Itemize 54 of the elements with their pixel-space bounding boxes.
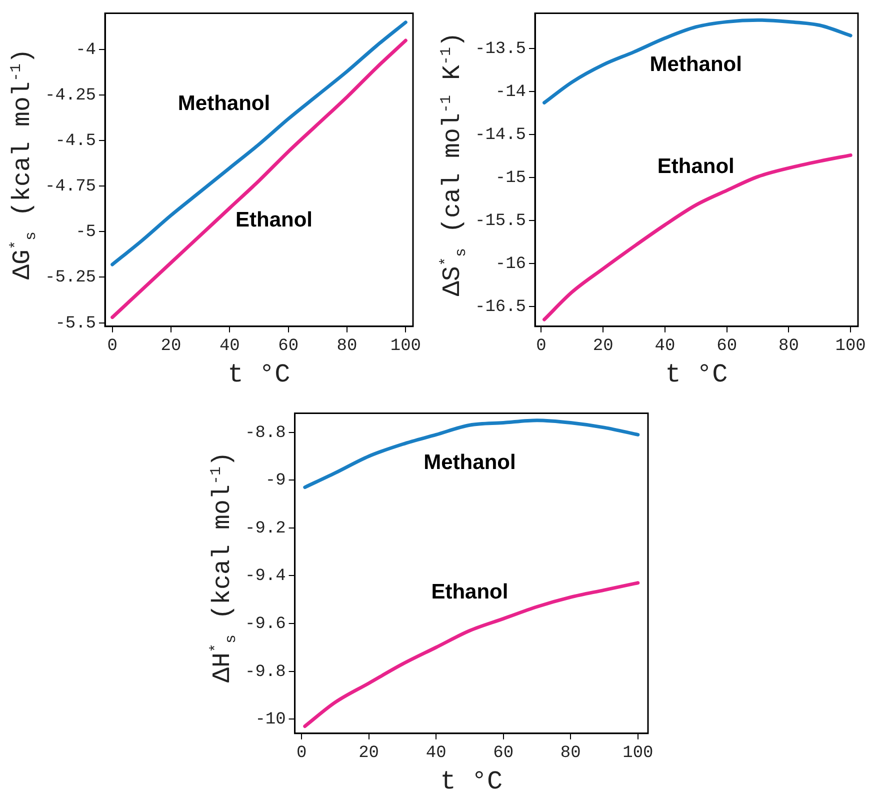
x-tick-label: 40 bbox=[219, 337, 240, 356]
x-tick-label: 60 bbox=[278, 337, 299, 356]
y-tick-label: -5 bbox=[76, 223, 96, 242]
y-tick-label: -14.5 bbox=[474, 126, 526, 146]
line-series bbox=[110, 20, 408, 266]
x-tick-label: 20 bbox=[592, 337, 614, 356]
y-tick-label: -16.5 bbox=[474, 298, 526, 318]
x-tick-label: 40 bbox=[654, 337, 676, 356]
series-label: Methanol bbox=[650, 52, 742, 76]
x-axis-title: t °C bbox=[665, 359, 728, 390]
y-tick-label: -16 bbox=[495, 255, 526, 274]
x-tick-label: 20 bbox=[358, 744, 380, 764]
x-tick-label: 0 bbox=[536, 337, 546, 356]
y-tick-label: -9 bbox=[265, 472, 286, 491]
series-label: Methanol bbox=[424, 450, 516, 474]
y-tick-label: -9.8 bbox=[244, 662, 286, 682]
x-tick-label: 100 bbox=[622, 744, 654, 764]
y-tick-label: -5.5 bbox=[55, 314, 96, 334]
line-series bbox=[303, 581, 640, 728]
y-tick-label: -4 bbox=[76, 41, 96, 60]
x-tick-label: 80 bbox=[778, 337, 799, 356]
y-tick-label: -4.75 bbox=[44, 178, 96, 197]
x-tick-label: 100 bbox=[390, 337, 421, 356]
x-tick-label: 20 bbox=[160, 337, 182, 356]
y-tick-label: -4.5 bbox=[55, 132, 96, 152]
line-series bbox=[542, 153, 852, 322]
y-tick-label: -9.4 bbox=[244, 567, 286, 586]
x-tick-label: 60 bbox=[716, 337, 738, 356]
x-tick-label: 100 bbox=[835, 337, 866, 356]
y-tick-label: -8.8 bbox=[244, 424, 286, 443]
x-axis-title: t °C bbox=[228, 359, 290, 390]
x-tick-label: 60 bbox=[493, 744, 514, 764]
y-tick-label: -13.5 bbox=[474, 40, 526, 59]
y-tick-label: -10 bbox=[255, 710, 286, 730]
y-tick-label: -15.5 bbox=[474, 212, 526, 232]
y-tick-label: -9.6 bbox=[244, 614, 286, 634]
line-series bbox=[303, 418, 640, 490]
x-axis-title: t °C bbox=[440, 766, 503, 796]
x-tick-label: 40 bbox=[426, 744, 446, 764]
series-label: Ethanol bbox=[236, 208, 313, 232]
y-tick-label: -5.25 bbox=[44, 268, 96, 288]
x-tick-label: 80 bbox=[336, 337, 358, 356]
y-tick-label: -4.25 bbox=[44, 86, 96, 106]
x-tick-label: 0 bbox=[107, 337, 118, 356]
line-series bbox=[110, 38, 408, 320]
y-tick-label: -14 bbox=[495, 83, 526, 102]
line-series bbox=[542, 18, 852, 104]
y-tick-label: -9.2 bbox=[244, 519, 286, 538]
y-tick-label: -15 bbox=[495, 169, 526, 188]
series-label: Ethanol bbox=[431, 580, 508, 604]
x-tick-label: 0 bbox=[296, 744, 307, 764]
series-label: Methanol bbox=[178, 92, 270, 116]
x-tick-label: 80 bbox=[560, 744, 581, 764]
series-label: Ethanol bbox=[657, 154, 734, 178]
